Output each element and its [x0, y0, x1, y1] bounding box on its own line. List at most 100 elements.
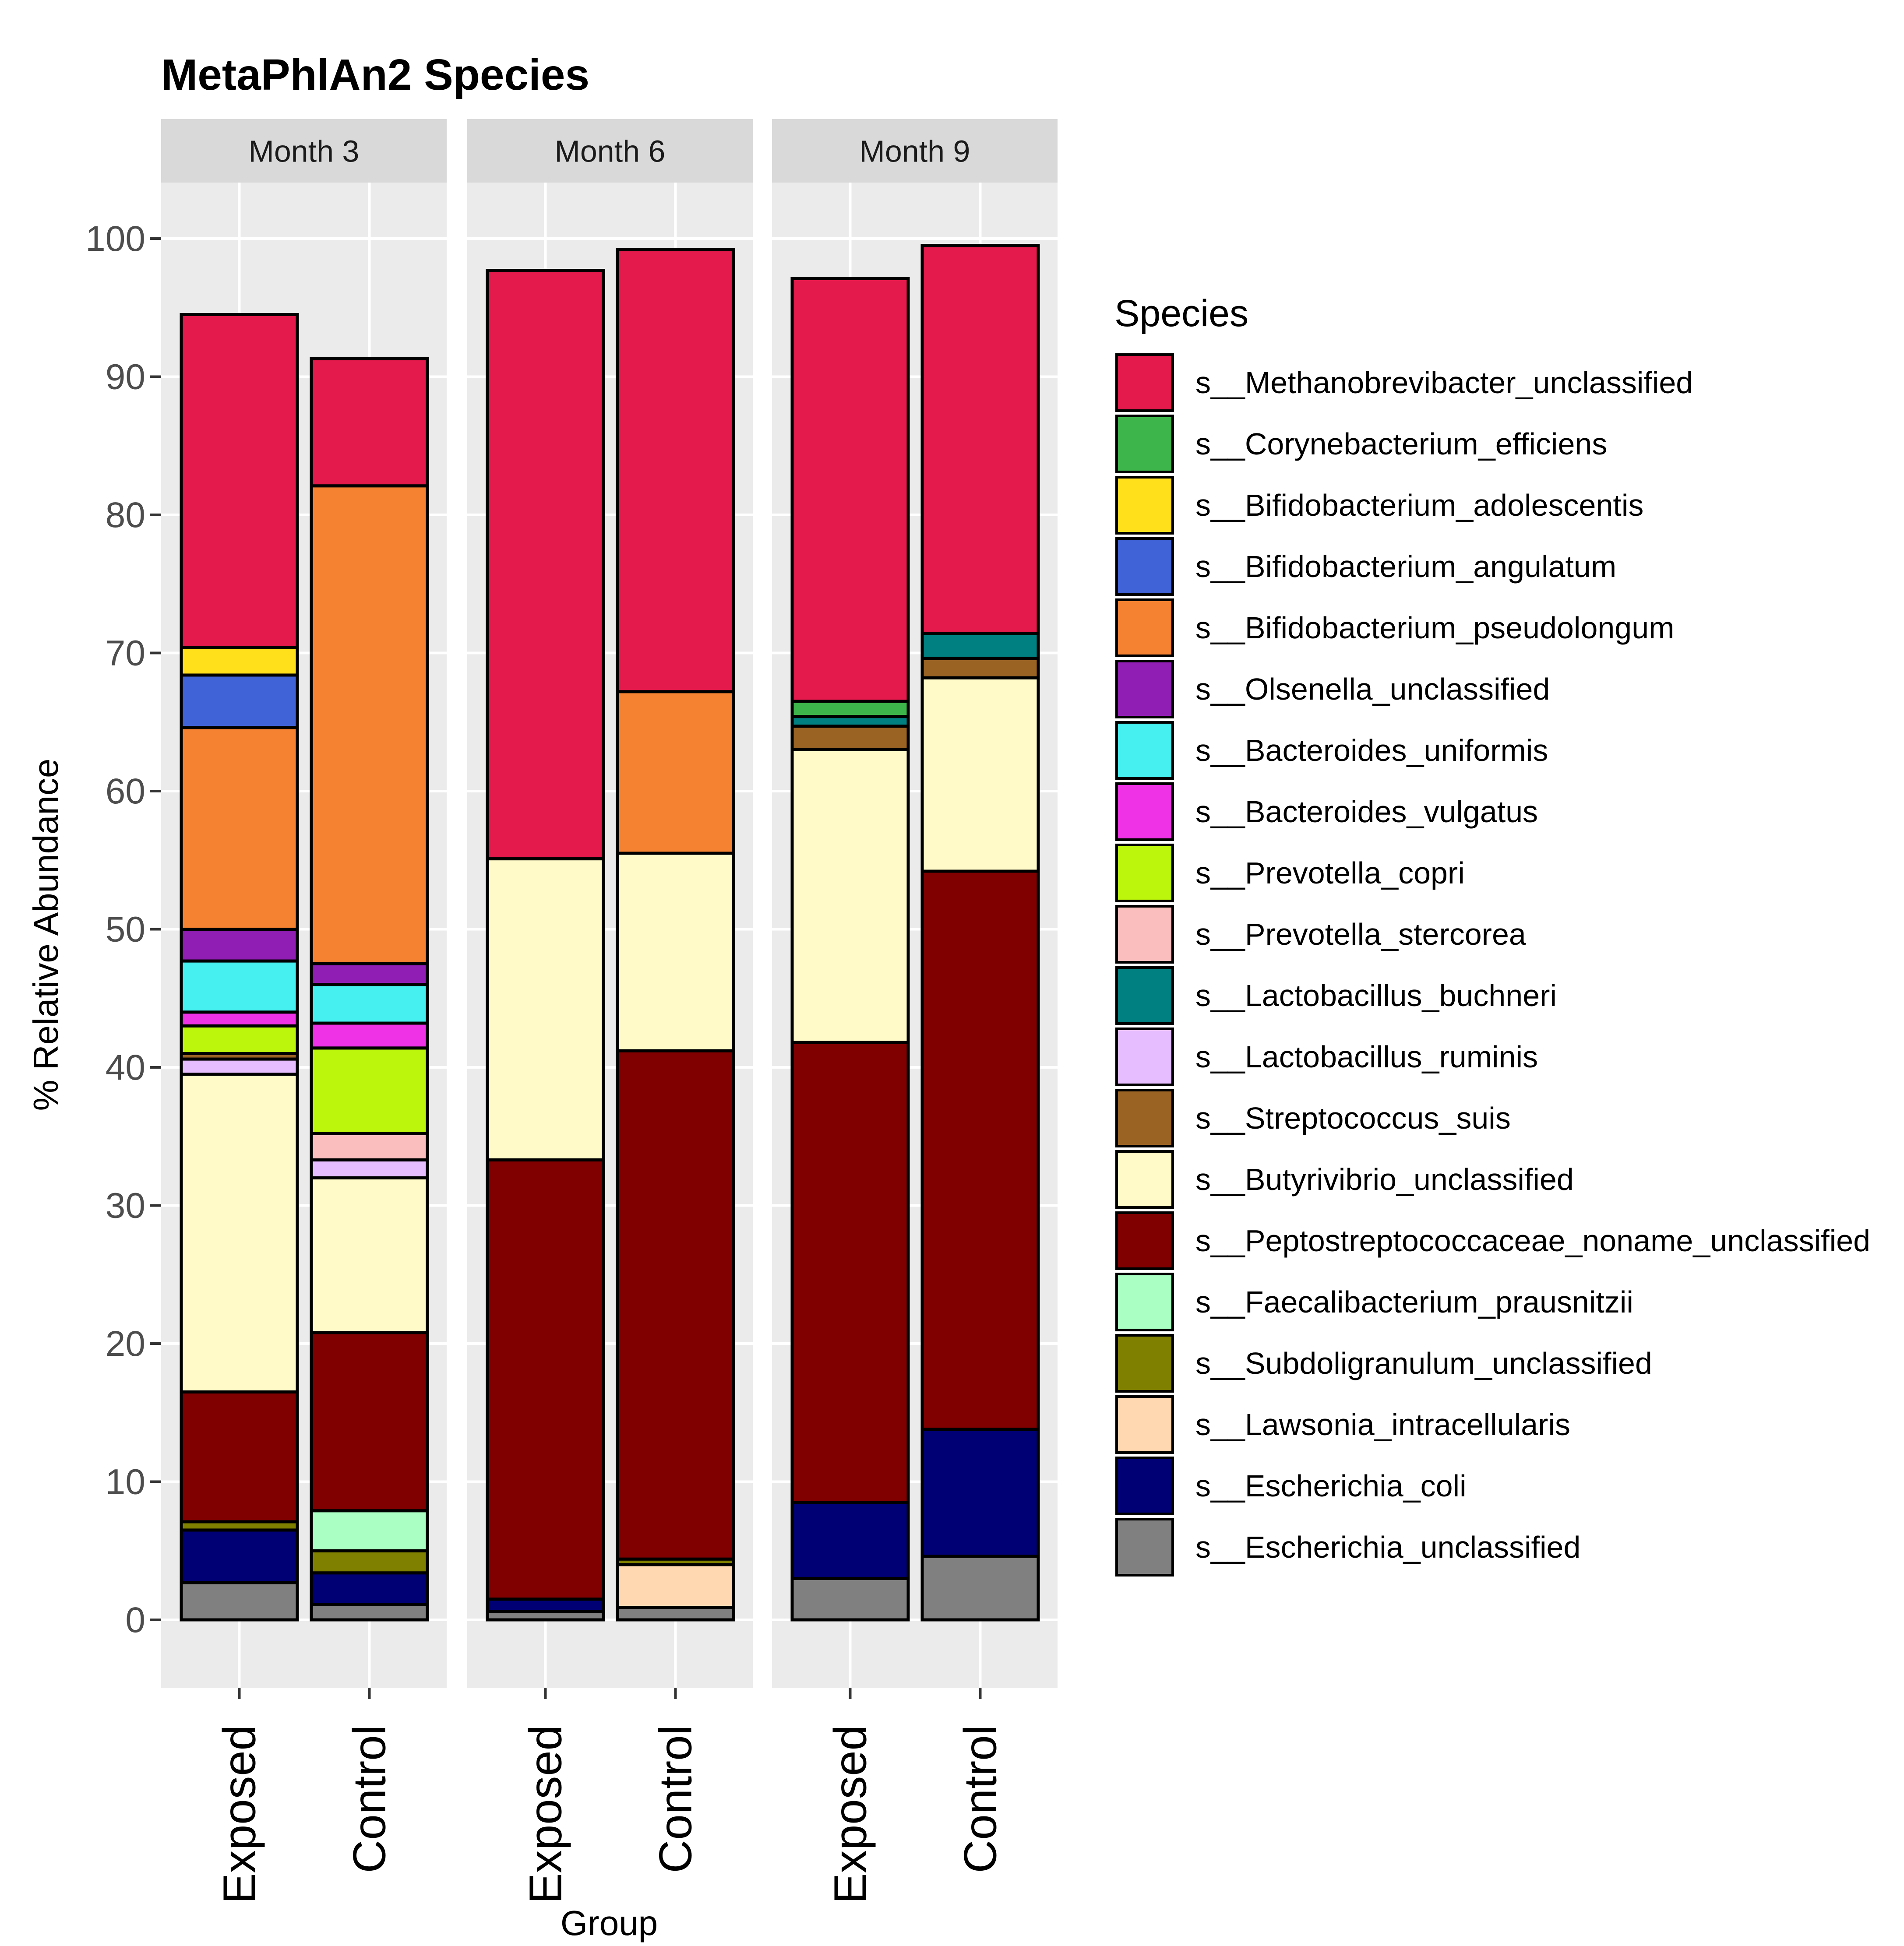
legend-item-s-prevotella-copri: s__Prevotella_copri: [1115, 844, 1465, 902]
legend-key: [1115, 415, 1174, 473]
bar-segment-s-subdoligranulum-unclassified: [310, 1549, 429, 1575]
facet-panel-month-9: Month 9: [772, 119, 1058, 1688]
bar-segment-s-bifidobacterium-angulatum: [180, 673, 299, 729]
facet-strip: [161, 119, 447, 183]
bar-segment-s-bifidobacterium-pseudolongum: [616, 690, 735, 855]
legend-label: s__Faecalibacterium_prausnitzii: [1195, 1285, 1633, 1319]
legend-item-s-bifidobacterium-adolescentis: s__Bifidobacterium_adolescentis: [1115, 476, 1643, 535]
legend-item-s-bacteroides-uniformis: s__Bacteroides_uniformis: [1115, 721, 1548, 780]
bar-segment-s-faecalibacterium-prausnitzii: [310, 1509, 429, 1552]
bar-segment-s-methanobrevibacter-unclassified: [920, 244, 1040, 635]
legend-label: s__Bifidobacterium_angulatum: [1195, 549, 1616, 584]
x-tick-label-exposed: Exposed: [825, 1725, 876, 1904]
legend-label: s__Bifidobacterium_adolescentis: [1195, 488, 1643, 522]
bar-segment-s-escherichia-unclassified: [180, 1581, 299, 1622]
bar-segment-s-bifidobacterium-pseudolongum: [180, 726, 299, 931]
bar-segment-s-olsenella-unclassified: [310, 962, 429, 986]
bar-segment-s-escherichia-unclassified: [790, 1577, 910, 1622]
bar-segment-s-escherichia-coli: [310, 1571, 429, 1606]
legend-key: [1115, 1395, 1174, 1454]
bars: [180, 313, 429, 1622]
bar-segment-s-butyrivibrio-unclassified: [310, 1176, 429, 1334]
bar-segment-s-olsenella-unclassified: [180, 928, 299, 963]
legend-key: [1115, 844, 1174, 902]
legend-label: s__Subdoligranulum_unclassified: [1195, 1346, 1652, 1380]
bar-segment-s-peptostreptococcaceae-noname-unclassified: [310, 1331, 429, 1513]
x-axis-title: Group: [561, 1904, 658, 1942]
y-axis: 0 10 20 30 40 50 60 70 80 90 100: [85, 219, 161, 1640]
bar-segment-s-prevotella-stercorea: [310, 1132, 429, 1161]
bar-control: [310, 357, 429, 1622]
legend-key: [1115, 1457, 1174, 1515]
legend-label: s__Corynebacterium_efficiens: [1195, 427, 1607, 461]
legend-label: s__Lactobacillus_buchneri: [1195, 978, 1557, 1013]
bar-segment-s-bacteroides-vulgatus: [180, 1010, 299, 1028]
legend-item-s-bifidobacterium-angulatum: s__Bifidobacterium_angulatum: [1115, 537, 1616, 596]
legend-item-s-escherichia-unclassified: s__Escherichia_unclassified: [1115, 1518, 1580, 1577]
y-tick-label: 60: [106, 771, 145, 811]
legend-label: s__Olsenella_unclassified: [1195, 672, 1550, 706]
bar-segment-s-methanobrevibacter-unclassified: [790, 277, 910, 703]
bar-segment-s-butyrivibrio-unclassified: [920, 676, 1040, 873]
legend-label: s__Bacteroides_uniformis: [1195, 733, 1548, 767]
bar-segment-s-methanobrevibacter-unclassified: [180, 313, 299, 649]
legend-item-s-butyrivibrio-unclassified: s__Butyrivibrio_unclassified: [1115, 1150, 1574, 1209]
y-tick-label: 50: [106, 910, 145, 950]
y-tick-label: 90: [106, 357, 145, 397]
bar-segment-s-escherichia-unclassified: [310, 1603, 429, 1622]
facet-strip-label: Month 9: [860, 134, 970, 169]
legend-label: s__Streptococcus_suis: [1195, 1101, 1511, 1135]
y-tick-label: 30: [106, 1186, 145, 1226]
legend-label: s__Peptostreptococcaceae_noname_unclassi…: [1195, 1224, 1870, 1258]
facet-strip: [467, 119, 753, 183]
y-tick-label: 70: [106, 633, 145, 673]
facet-panels: Month 3 Month 6 Month 9: [161, 119, 1058, 1688]
legend-item-s-peptostreptococcaceae-noname-unclassified: s__Peptostreptococcaceae_noname_unclassi…: [1115, 1211, 1870, 1270]
legend-key: [1115, 660, 1174, 718]
y-tick-label: 10: [106, 1462, 145, 1502]
legend-item-s-faecalibacterium-prausnitzii: s__Faecalibacterium_prausnitzii: [1115, 1273, 1633, 1331]
bar-segment-s-lactobacillus-ruminis: [310, 1158, 429, 1179]
legend-item-s-lawsonia-intracellularis: s__Lawsonia_intracellularis: [1115, 1395, 1570, 1454]
legend-item-s-prevotella-stercorea: s__Prevotella_stercorea: [1115, 905, 1526, 964]
bar-segment-s-escherichia-coli: [920, 1428, 1040, 1558]
x-tick-label-control: Control: [344, 1725, 395, 1873]
facet-panel-month-3: Month 3: [161, 119, 447, 1688]
legend-key: [1115, 966, 1174, 1025]
legend-key: [1115, 1273, 1174, 1331]
legend-key: [1115, 905, 1174, 964]
legend-item-s-corynebacterium-efficiens: s__Corynebacterium_efficiens: [1115, 415, 1607, 473]
legend-key: [1115, 353, 1174, 412]
legend-key: [1115, 476, 1174, 535]
bar-segment-s-streptococcus-suis: [790, 725, 910, 751]
bar-exposed: [790, 277, 910, 1622]
bar-segment-s-methanobrevibacter-unclassified: [310, 357, 429, 488]
legend-item-s-escherichia-coli: s__Escherichia_coli: [1115, 1457, 1467, 1515]
legend-label: s__Bacteroides_vulgatus: [1195, 795, 1538, 829]
legend-label: s__Prevotella_copri: [1195, 856, 1465, 890]
y-tick-label: 0: [125, 1600, 145, 1640]
y-tick-label: 20: [106, 1324, 145, 1364]
legend-item-s-olsenella-unclassified: s__Olsenella_unclassified: [1115, 660, 1550, 718]
bars: [790, 244, 1040, 1622]
legend-item-s-bifidobacterium-pseudolongum: s__Bifidobacterium_pseudolongum: [1115, 598, 1674, 657]
legend-item-s-subdoligranulum-unclassified: s__Subdoligranulum_unclassified: [1115, 1334, 1652, 1393]
bar-control: [920, 244, 1040, 1622]
bar-segment-s-escherichia-coli: [486, 1598, 605, 1613]
bar-segment-s-peptostreptococcaceae-noname-unclassified: [920, 869, 1040, 1431]
legend-key: [1115, 1150, 1174, 1209]
legend-label: s__Lactobacillus_ruminis: [1195, 1040, 1538, 1074]
x-tick-label-control: Control: [955, 1725, 1006, 1873]
legend-label: s__Prevotella_stercorea: [1195, 917, 1526, 951]
bar-segment-s-methanobrevibacter-unclassified: [616, 248, 735, 693]
bar-segment-s-bifidobacterium-pseudolongum: [310, 484, 429, 965]
legend: Species s__Methanobrevibacter_unclassifi…: [1114, 292, 1870, 1577]
bar-segment-s-peptostreptococcaceae-noname-unclassified: [790, 1041, 910, 1504]
legend-item-s-lactobacillus-buchneri: s__Lactobacillus_buchneri: [1115, 966, 1557, 1025]
legend-item-s-streptococcus-suis: s__Streptococcus_suis: [1115, 1089, 1511, 1147]
legend-key: [1115, 537, 1174, 596]
y-tick-label: 40: [106, 1048, 145, 1087]
y-tick-label: 100: [85, 219, 145, 259]
x-axis: Exposed Control Exposed Control Exposed Contr…: [214, 1688, 1006, 1904]
legend-key: [1115, 1211, 1174, 1270]
